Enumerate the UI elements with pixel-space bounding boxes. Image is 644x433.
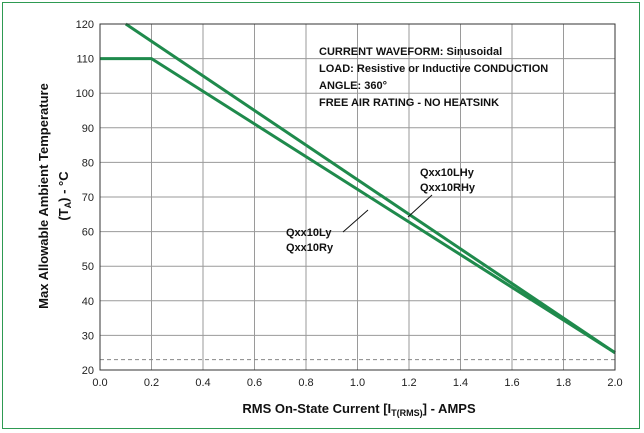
y-axis-title-line-2: (TA) - °C [56, 171, 73, 221]
y-axis-title-close: ) - °C [56, 171, 71, 202]
y-tick-label: 30 [82, 330, 94, 342]
x-tick-label: 1.8 [556, 377, 571, 389]
x-axis-title-suffix: ] - AMPS [423, 401, 476, 416]
series-lines [100, 22, 616, 354]
plot-border [99, 23, 616, 371]
annotation-line-3: ANGLE: 360° [319, 80, 387, 92]
x-axis-title-prefix: RMS On-State Current [I [242, 401, 391, 416]
series-label-ly: Qxx10Ly [286, 227, 332, 239]
x-tick-label: 0.2 [144, 377, 159, 389]
x-axis-title-subscript: T(RMS) [391, 408, 423, 418]
x-tick-labels: 0.0 0.2 0.4 0.6 0.8 1.0 1.2 1.4 1.6 1.8 2.0 [92, 377, 622, 389]
x-tick-label: 0.6 [247, 377, 262, 389]
x-axis-title: RMS On-State Current [IT(RMS)] - AMPS [242, 401, 476, 418]
annotation-line-2: LOAD: Resistive or Inductive CONDUCTION [319, 63, 548, 75]
y-tick-label: 20 [82, 365, 94, 377]
x-tick-label: 2.0 [607, 377, 622, 389]
x-tick-label: 1.2 [401, 377, 416, 389]
series-label-lhy: Qxx10LHy [420, 167, 475, 179]
chart-frame [2, 2, 640, 429]
series-line-qxx10lhy-qxx10rhy [124, 22, 616, 354]
y-tick-label: 80 [82, 157, 94, 169]
y-axis-title-subscript: A [63, 201, 73, 208]
annotation-line-1: CURRENT WAVEFORM: Sinusoidal [319, 46, 502, 58]
y-tick-label: 100 [76, 88, 94, 100]
series-label-leader-lower [342, 209, 369, 233]
y-tick-label: 120 [76, 19, 94, 31]
y-axis-title-line-1: Max Allowable Ambient Temperature [36, 83, 51, 309]
series-line-qxx10ly-qxx10ry [100, 57, 616, 354]
y-axis-title-open: (T [56, 208, 71, 220]
grid-lines [100, 24, 615, 370]
annotation-line-4: FREE AIR RATING - NO HEATSINK [319, 97, 499, 109]
x-tick-label: 0.8 [298, 377, 313, 389]
y-tick-label: 70 [82, 192, 94, 204]
x-tick-label: 1.6 [504, 377, 519, 389]
x-tick-label: 0.4 [195, 377, 210, 389]
y-tick-label: 60 [82, 227, 94, 239]
x-tick-label: 0.0 [92, 377, 107, 389]
series-label-rhy: Qxx10RHy [420, 182, 476, 194]
y-tick-label: 90 [82, 123, 94, 135]
x-tick-label: 1.0 [350, 377, 365, 389]
y-tick-label: 40 [82, 296, 94, 308]
y-tick-labels: 20 30 40 50 60 70 80 90 100 110 120 [76, 19, 94, 377]
x-tick-label: 1.4 [453, 377, 468, 389]
y-tick-label: 110 [76, 54, 94, 66]
y-tick-label: 50 [82, 261, 94, 273]
series-label-leader-upper [407, 194, 433, 218]
series-label-ry: Qxx10Ry [286, 242, 334, 254]
